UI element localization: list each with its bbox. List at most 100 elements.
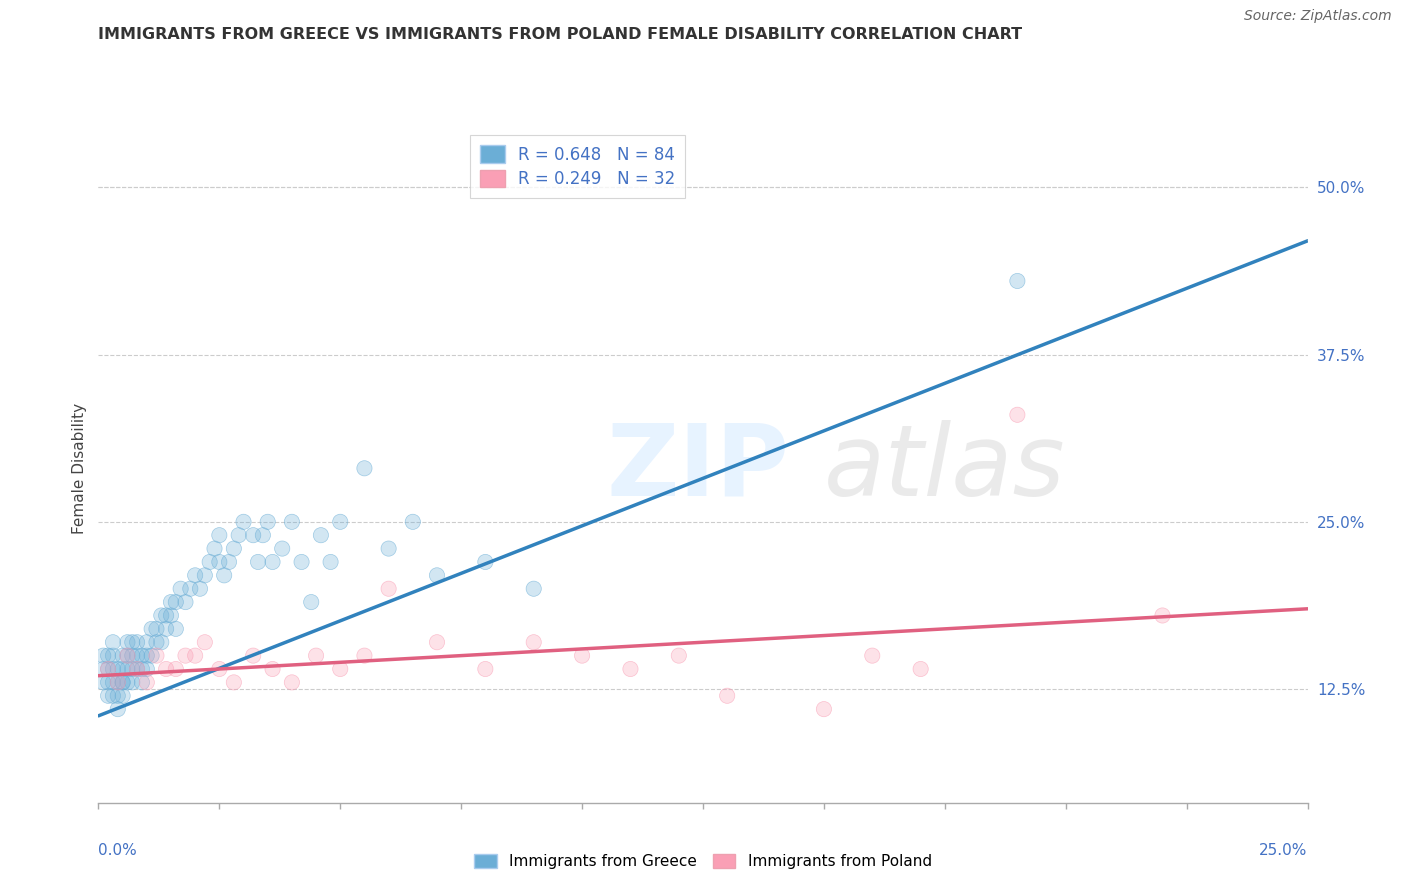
Point	[121, 675, 143, 690]
Point	[127, 648, 149, 663]
Point	[309, 528, 332, 542]
Point	[208, 555, 231, 569]
Point	[290, 555, 312, 569]
Point	[188, 582, 211, 596]
Point	[668, 648, 690, 663]
Point	[135, 635, 157, 649]
Point	[179, 582, 201, 596]
Point	[131, 675, 153, 690]
Point	[377, 582, 399, 596]
Point	[91, 675, 114, 690]
Point	[218, 555, 240, 569]
Point	[101, 675, 124, 690]
Point	[155, 608, 177, 623]
Point	[101, 662, 124, 676]
Point	[111, 648, 134, 663]
Point	[523, 582, 546, 596]
Point	[402, 515, 425, 529]
Point	[150, 635, 173, 649]
Point	[222, 541, 245, 556]
Point	[228, 528, 250, 542]
Point	[97, 675, 120, 690]
Point	[121, 648, 143, 663]
Point	[860, 648, 883, 663]
Text: atlas: atlas	[824, 420, 1066, 516]
Point	[174, 595, 197, 609]
Point	[135, 662, 157, 676]
Point	[329, 662, 352, 676]
Point	[145, 648, 167, 663]
Point	[145, 635, 167, 649]
Point	[222, 675, 245, 690]
Point	[101, 648, 124, 663]
Point	[1007, 274, 1029, 288]
Point	[111, 648, 134, 663]
Point	[242, 528, 264, 542]
Point	[97, 662, 120, 676]
Point	[305, 648, 328, 663]
Point	[165, 622, 187, 636]
Point	[184, 568, 207, 582]
Point	[716, 689, 738, 703]
Point	[174, 648, 197, 663]
Point	[377, 582, 399, 596]
Point	[117, 675, 139, 690]
Point	[101, 662, 124, 676]
Point	[121, 648, 143, 663]
Point	[281, 675, 304, 690]
Point	[150, 608, 173, 623]
Point	[121, 635, 143, 649]
Point	[523, 635, 546, 649]
Point	[150, 608, 173, 623]
Point	[232, 515, 254, 529]
Text: 0.0%: 0.0%	[98, 843, 138, 858]
Point	[131, 648, 153, 663]
Point	[107, 662, 129, 676]
Point	[145, 622, 167, 636]
Point	[1007, 408, 1029, 422]
Point	[127, 648, 149, 663]
Point	[91, 662, 114, 676]
Point	[208, 662, 231, 676]
Point	[188, 582, 211, 596]
Point	[160, 595, 183, 609]
Point	[155, 662, 177, 676]
Point	[619, 662, 641, 676]
Point	[232, 515, 254, 529]
Point	[262, 662, 284, 676]
Point	[160, 595, 183, 609]
Point	[319, 555, 342, 569]
Point	[111, 675, 134, 690]
Point	[1152, 608, 1174, 623]
Point	[198, 555, 221, 569]
Y-axis label: Female Disability: Female Disability	[72, 402, 87, 534]
Point	[107, 675, 129, 690]
Point	[111, 675, 134, 690]
Point	[145, 635, 167, 649]
Point	[813, 702, 835, 716]
Point	[117, 675, 139, 690]
Point	[141, 622, 163, 636]
Point	[121, 675, 143, 690]
Point	[353, 648, 375, 663]
Point	[101, 635, 124, 649]
Point	[174, 595, 197, 609]
Point	[169, 582, 191, 596]
Point	[141, 648, 163, 663]
Point	[97, 662, 120, 676]
Point	[194, 568, 217, 582]
Point	[107, 689, 129, 703]
Point	[194, 568, 217, 582]
Point	[571, 648, 593, 663]
Point	[107, 675, 129, 690]
Point	[101, 675, 124, 690]
Point	[155, 608, 177, 623]
Point	[309, 528, 332, 542]
Point	[184, 648, 207, 663]
Point	[474, 555, 496, 569]
Point	[111, 662, 134, 676]
Point	[155, 662, 177, 676]
Point	[329, 662, 352, 676]
Point	[1007, 274, 1029, 288]
Point	[271, 541, 294, 556]
